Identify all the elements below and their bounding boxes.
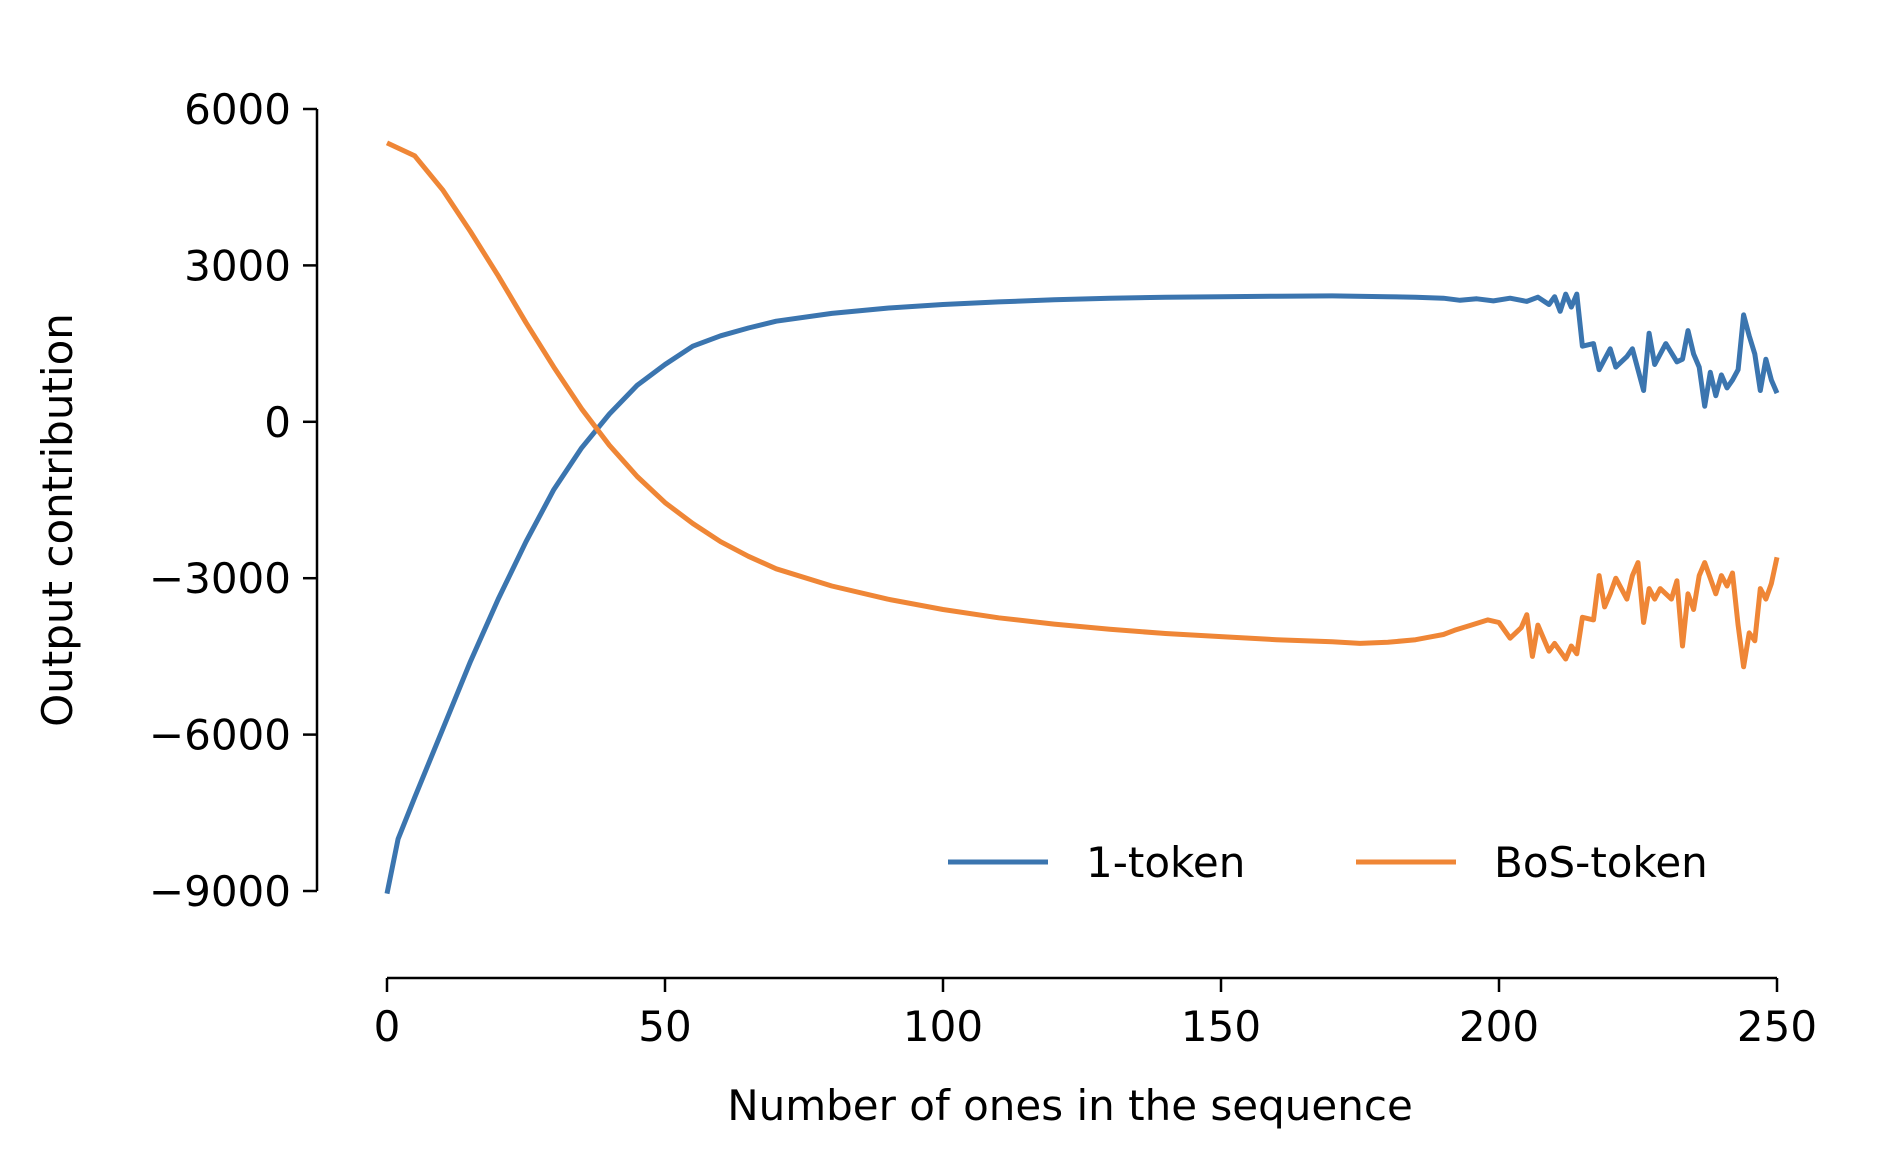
y-tick-label: 6000	[184, 85, 291, 134]
x-tick-label: 150	[1181, 1002, 1261, 1051]
x-tick-label: 0	[374, 1002, 401, 1051]
series-line-1-token	[384, 291, 1780, 895]
y-tick-label: −3000	[149, 554, 291, 603]
legend-label-bos-token: BoS-token	[1494, 838, 1708, 887]
x-axis-label: Number of ones in the sequence	[727, 1081, 1413, 1130]
y-tick-label: 0	[264, 398, 291, 447]
legend: 1-token BoS-token	[948, 838, 1708, 887]
x-tick-label: 250	[1737, 1002, 1817, 1051]
legend-label-1-token: 1-token	[1086, 838, 1245, 887]
series-line-bos-token	[385, 140, 1780, 670]
y-tick-label: −6000	[149, 711, 291, 760]
y-axis-label: Output contribution	[33, 313, 82, 727]
x-tick-label: 50	[638, 1002, 691, 1051]
x-axis: 0 50 100 150 200 250	[374, 976, 1817, 1051]
y-axis: −9000 −6000 −3000 0 3000 6000	[149, 85, 319, 916]
x-tick-label: 200	[1459, 1002, 1539, 1051]
y-tick-label: −9000	[149, 867, 291, 916]
x-tick-label: 100	[903, 1002, 983, 1051]
y-tick-label: 3000	[184, 241, 291, 290]
series-layer	[384, 140, 1780, 895]
